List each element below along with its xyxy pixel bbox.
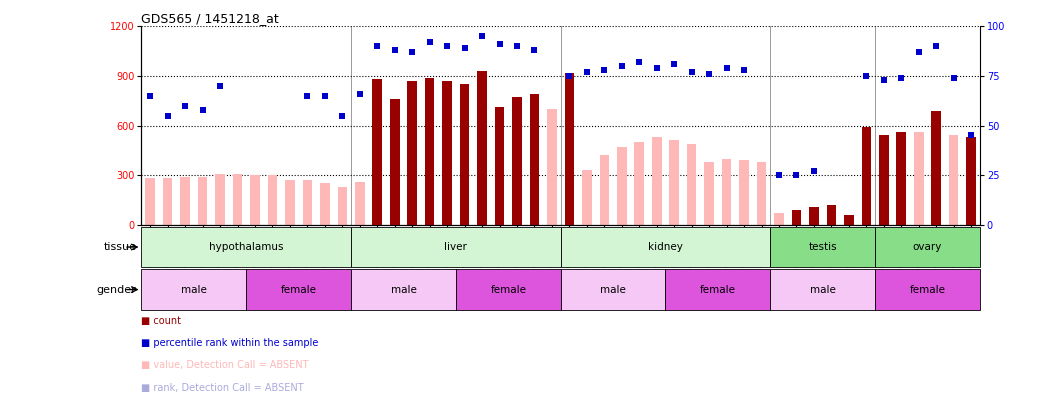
- Bar: [844, 215, 854, 225]
- Text: ovary: ovary: [913, 242, 942, 252]
- Text: testis: testis: [808, 242, 837, 252]
- Bar: [477, 71, 487, 225]
- Bar: [770, 269, 875, 310]
- Bar: [141, 227, 351, 267]
- Bar: [456, 269, 561, 310]
- Text: liver: liver: [444, 242, 467, 252]
- Bar: [267, 175, 278, 225]
- Text: female: female: [700, 285, 736, 294]
- Bar: [351, 227, 561, 267]
- Bar: [875, 269, 980, 310]
- Bar: [827, 205, 836, 225]
- Text: ■ percentile rank within the sample: ■ percentile rank within the sample: [141, 338, 319, 348]
- Text: ■ count: ■ count: [141, 316, 181, 326]
- Bar: [599, 155, 609, 225]
- Bar: [791, 210, 802, 225]
- Bar: [966, 137, 976, 225]
- Bar: [512, 98, 522, 225]
- Text: gender: gender: [96, 285, 136, 294]
- Bar: [424, 78, 435, 225]
- Bar: [408, 81, 417, 225]
- Bar: [704, 162, 714, 225]
- Bar: [948, 135, 959, 225]
- Bar: [285, 180, 294, 225]
- Text: male: male: [391, 285, 416, 294]
- Text: female: female: [281, 285, 316, 294]
- Bar: [739, 160, 749, 225]
- Bar: [250, 175, 260, 225]
- Text: male: male: [601, 285, 626, 294]
- Bar: [914, 132, 923, 225]
- Text: female: female: [490, 285, 526, 294]
- Bar: [215, 173, 225, 225]
- Bar: [770, 227, 875, 267]
- Bar: [355, 182, 365, 225]
- Bar: [861, 127, 871, 225]
- Bar: [246, 269, 351, 310]
- Bar: [665, 269, 770, 310]
- Text: tissue: tissue: [104, 242, 136, 252]
- Bar: [565, 72, 574, 225]
- Bar: [547, 109, 556, 225]
- Text: kidney: kidney: [648, 242, 683, 252]
- Bar: [146, 179, 155, 225]
- Text: male: male: [810, 285, 835, 294]
- Text: male: male: [181, 285, 206, 294]
- Bar: [722, 159, 732, 225]
- Bar: [757, 162, 766, 225]
- Bar: [774, 213, 784, 225]
- Bar: [932, 111, 941, 225]
- Bar: [686, 144, 697, 225]
- Bar: [390, 99, 399, 225]
- Bar: [875, 227, 980, 267]
- Bar: [617, 147, 627, 225]
- Bar: [141, 269, 246, 310]
- Text: hypothalamus: hypothalamus: [209, 242, 284, 252]
- Bar: [634, 142, 645, 225]
- Bar: [652, 137, 661, 225]
- Bar: [561, 227, 770, 267]
- Bar: [442, 81, 452, 225]
- Text: ■ rank, Detection Call = ABSENT: ■ rank, Detection Call = ABSENT: [141, 383, 304, 393]
- Bar: [337, 187, 347, 225]
- Bar: [561, 269, 665, 310]
- Bar: [372, 79, 383, 225]
- Bar: [879, 135, 889, 225]
- Bar: [582, 170, 592, 225]
- Bar: [351, 269, 456, 310]
- Bar: [162, 179, 173, 225]
- Bar: [460, 84, 470, 225]
- Bar: [670, 141, 679, 225]
- Bar: [233, 173, 242, 225]
- Bar: [198, 177, 208, 225]
- Bar: [529, 94, 540, 225]
- Bar: [495, 107, 504, 225]
- Bar: [809, 207, 818, 225]
- Text: female: female: [910, 285, 945, 294]
- Text: ■ value, Detection Call = ABSENT: ■ value, Detection Call = ABSENT: [141, 360, 309, 371]
- Bar: [303, 180, 312, 225]
- Bar: [180, 177, 190, 225]
- Text: GDS565 / 1451218_at: GDS565 / 1451218_at: [141, 12, 279, 25]
- Bar: [896, 132, 907, 225]
- Bar: [320, 183, 330, 225]
